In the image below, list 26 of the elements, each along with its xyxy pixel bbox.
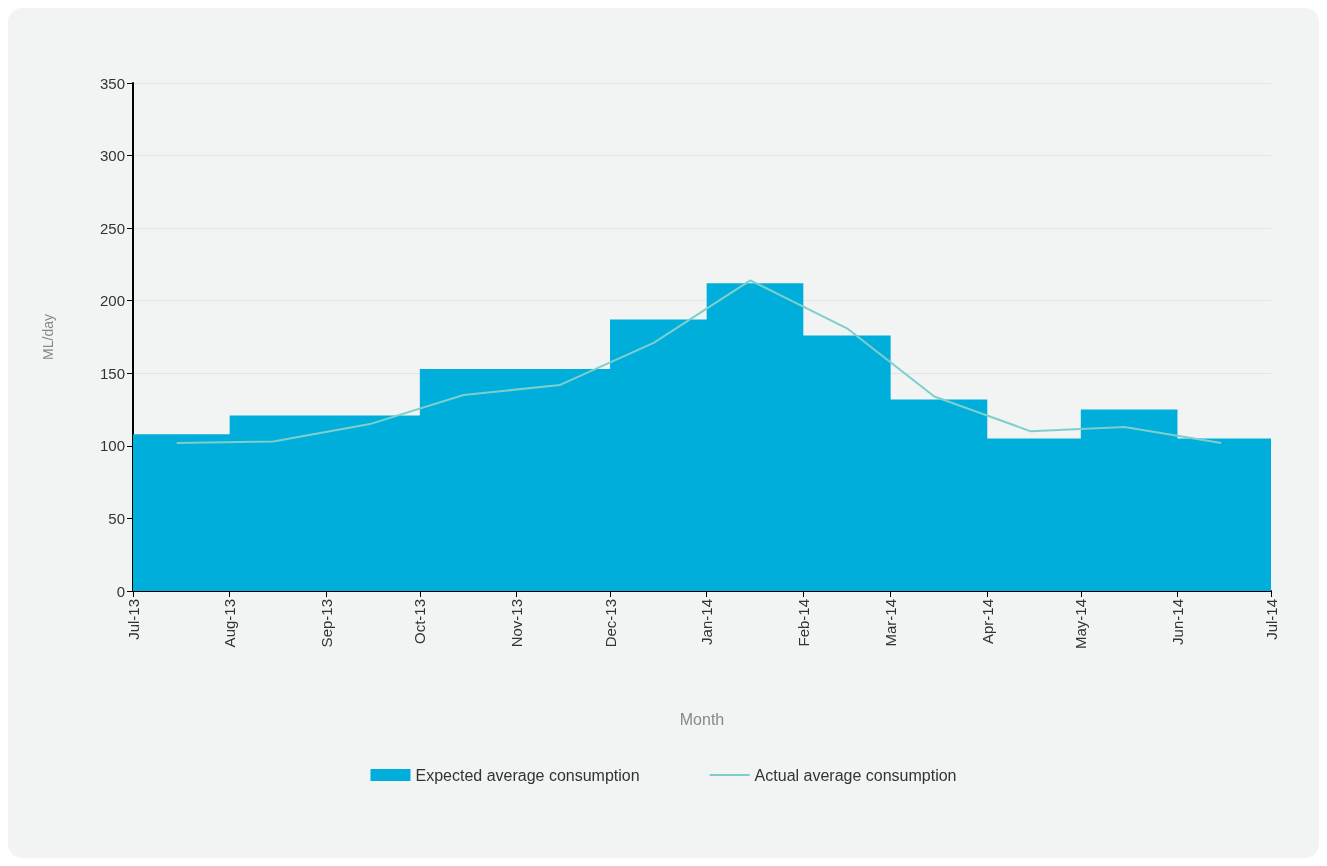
line-series <box>175 279 1223 444</box>
x-tick-label: Jan-14 <box>698 599 716 645</box>
x-axis-title: Month <box>679 710 725 728</box>
y-tick-label: 100 <box>99 437 125 455</box>
y-tick-label: 250 <box>99 219 125 237</box>
y-tick-label: 0 <box>116 582 125 600</box>
x-tick-label: Apr-14 <box>978 599 996 645</box>
x-tick-label: Sep-13 <box>317 599 335 648</box>
x-tick-label: Jul-13 <box>124 599 142 640</box>
y-axis-title: ML/day <box>40 314 56 360</box>
y-tick-label: 50 <box>108 509 125 527</box>
y-tick-label: 150 <box>99 364 125 382</box>
x-tick-label: Dec-13 <box>601 599 619 648</box>
x-tick-label: Nov-13 <box>507 599 525 648</box>
x-tick-label: May-14 <box>1072 599 1090 650</box>
x-tick-label: Jun-14 <box>1168 599 1186 645</box>
x-tick-label: Feb-14 <box>794 599 812 647</box>
y-tick-label: 350 <box>99 74 125 92</box>
legend-label: Expected average consumption <box>415 766 640 784</box>
y-tick-label: 200 <box>99 292 125 310</box>
legend-label: Actual average consumption <box>754 766 957 784</box>
x-tick-label: Jul-14 <box>1262 599 1280 640</box>
x-tick-label: Oct-13 <box>411 599 429 645</box>
x-tick-label: Aug-13 <box>221 599 239 648</box>
y-tick-label: 300 <box>99 147 125 165</box>
x-tick-label: Mar-14 <box>882 599 900 647</box>
